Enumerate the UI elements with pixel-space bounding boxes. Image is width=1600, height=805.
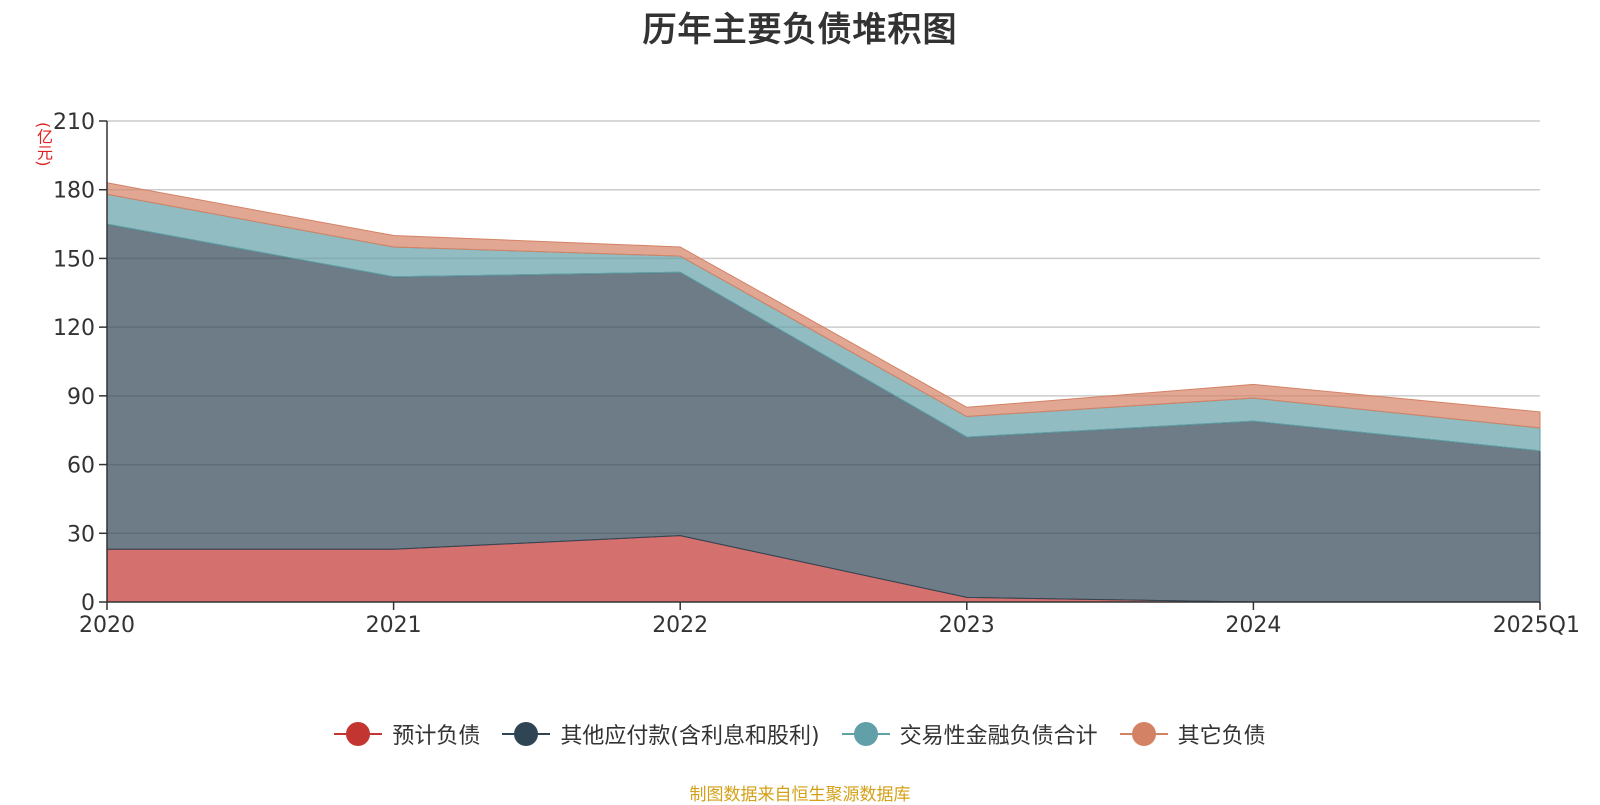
legend-label: 交易性金融负债合计 [899,724,1098,749]
x-tick-label-4: 2024 [1225,613,1281,638]
y-tick-label-30: 30 [67,522,95,547]
chart-legend: 预计负债 其他应付款(含利息和股利) 交易性金融负债合计 其它负债 [0,718,1600,750]
y-tick-label-210: 210 [53,110,95,135]
x-tick-label-3: 2023 [939,613,995,638]
legend-label: 预计负债 [392,724,481,749]
axes: 0 30 60 90 120 150 180 210 2020 2021 2022 2023 2024 2… [53,110,1580,638]
area-series-3 [106,182,1541,429]
legend-label: 其他应付款(含利息和股利) [560,724,820,749]
legend-item-0[interactable]: 预计负债 [334,718,480,750]
chart-title: 历年主要负债堆积图 [642,10,958,50]
y-axis-unit-label: (亿元) [34,122,53,167]
x-tick-label-1: 2021 [366,613,422,638]
y-tick-label-0: 0 [81,591,95,616]
legend-item-1[interactable]: 其他应付款(含利息和股利) [502,718,820,750]
y-tick-label-180: 180 [53,179,95,204]
legend-marker-icon [1119,722,1168,746]
legend-label: 其它负债 [1177,724,1266,749]
legend-marker-icon [334,722,383,746]
y-tick-label-150: 150 [53,247,95,272]
legend-item-2[interactable]: 交易性金融负债合计 [841,718,1098,750]
legend-marker-icon [841,722,890,746]
x-tick-label-0: 2020 [79,613,135,638]
y-tick-label-90: 90 [67,385,95,410]
y-tick-label-60: 60 [67,454,95,479]
legend-marker-icon [502,722,551,746]
x-tick-label-5: 2025Q1 [1493,613,1580,638]
y-tick-label-120: 120 [53,316,95,341]
stacked-areas [106,182,1541,603]
legend-item-3[interactable]: 其它负债 [1119,718,1266,750]
x-tick-label-2: 2022 [652,613,708,638]
data-source-note: 制图数据来自恒生聚源数据库 [689,785,911,805]
